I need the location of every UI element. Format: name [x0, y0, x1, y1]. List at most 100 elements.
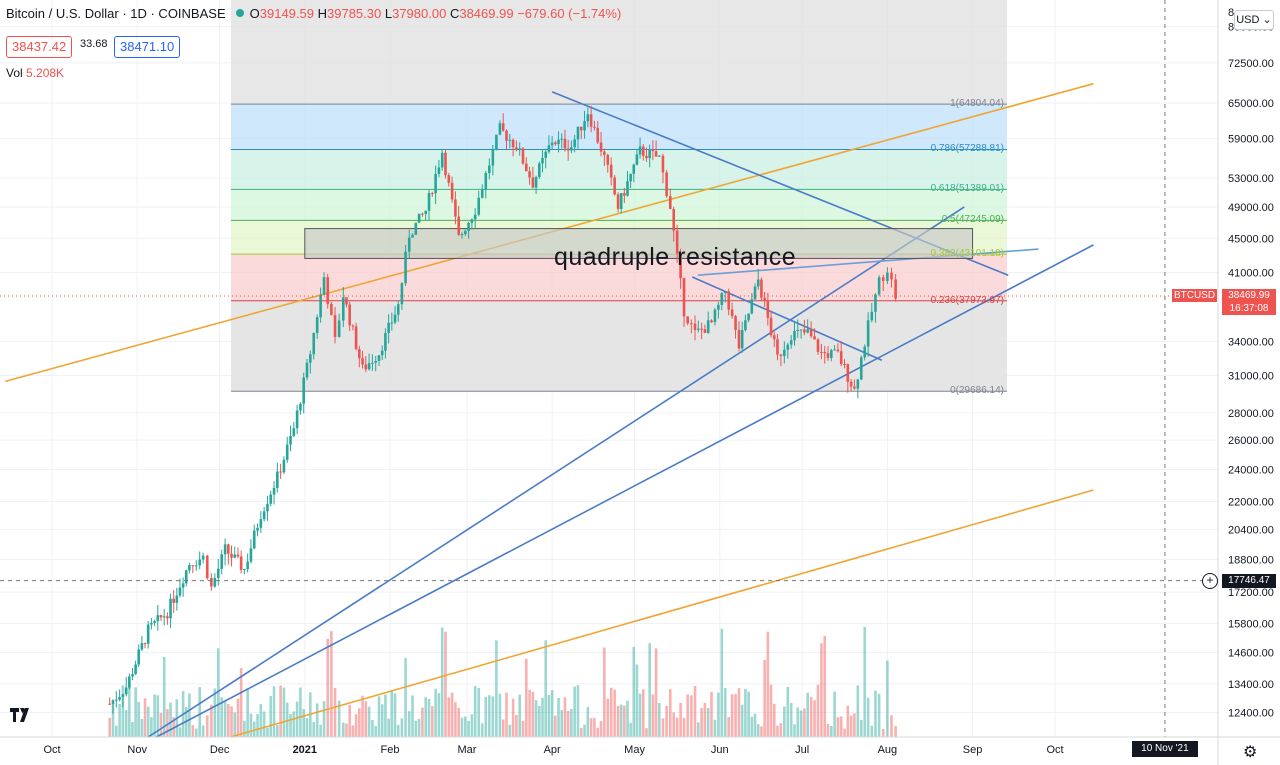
volume-bar	[299, 687, 302, 737]
candle-body	[760, 279, 763, 298]
candle-body	[252, 530, 256, 549]
volume-bar	[256, 714, 259, 737]
candle-body	[833, 349, 836, 351]
candle-body	[124, 687, 128, 695]
volume-bar	[703, 702, 707, 737]
volume-bar	[833, 691, 836, 737]
volume-bar	[501, 719, 505, 737]
candle-body	[645, 155, 648, 159]
volume-bar	[230, 706, 233, 737]
volume-bar	[480, 723, 484, 737]
candle-body	[457, 216, 460, 235]
candle-body	[756, 279, 760, 287]
candle-body	[518, 148, 522, 151]
volume-bar	[826, 724, 830, 737]
volume-bar	[668, 689, 672, 737]
volume-bar	[233, 712, 237, 737]
volume-bar	[374, 725, 378, 737]
candle-body	[534, 176, 538, 188]
volume-bar	[292, 711, 296, 737]
candle-body	[364, 364, 368, 370]
volume-bar	[713, 719, 717, 737]
volume-histogram	[108, 626, 897, 737]
tradingview-logo-icon[interactable]	[10, 708, 34, 724]
volume-bar	[665, 706, 668, 737]
candle-body	[390, 322, 394, 324]
volume-bar	[870, 725, 874, 737]
fib-level-label: 0.382(43101.18)	[930, 248, 1004, 260]
sell-button[interactable]: 38437.42	[6, 36, 73, 58]
plus-circle-icon[interactable]: +	[1202, 572, 1218, 589]
candle-body	[450, 182, 454, 200]
y-tick-label: 31000.00	[1228, 370, 1274, 382]
volume-bar	[609, 687, 613, 737]
volume-bar	[302, 709, 306, 737]
volume-bar	[246, 688, 249, 737]
volume-bar	[111, 702, 115, 737]
candle-body	[315, 317, 319, 334]
candle-body	[140, 643, 144, 650]
volume-bar	[348, 705, 351, 737]
candle-body	[747, 313, 750, 321]
volume-bar	[115, 725, 118, 737]
candle-body	[734, 316, 737, 330]
volume-bar	[390, 689, 394, 737]
volume-bar	[289, 713, 292, 737]
candle-body	[603, 151, 606, 155]
candle-body	[198, 559, 202, 566]
fib-zone-extension	[231, 0, 1007, 105]
volume-bar	[616, 705, 620, 737]
candle-body	[178, 587, 182, 596]
crosshair-date-tag: 10 Nov '21	[1131, 741, 1198, 757]
volume-bar	[243, 720, 246, 737]
fib-zone	[231, 149, 1007, 190]
candle-body	[134, 664, 137, 675]
candle-body	[693, 323, 697, 330]
candle-body	[272, 488, 276, 495]
candle-body	[638, 146, 642, 155]
volume-bar	[285, 702, 289, 737]
candle-body	[820, 351, 823, 353]
symbol-title[interactable]: Bitcoin / U.S. Dollar · 1D · COINBASE	[6, 6, 226, 21]
candle-body	[354, 326, 358, 350]
candle-body	[550, 142, 554, 146]
volume-bar	[538, 706, 541, 737]
change-value: −679.60 (−1.74%)	[517, 6, 622, 21]
volume-bar	[541, 697, 544, 737]
currency-select[interactable]: USD ⌄	[1234, 10, 1274, 30]
candle-body	[230, 553, 233, 558]
candle-body	[750, 299, 754, 314]
volume-bar	[473, 686, 477, 737]
volume-bar	[756, 724, 760, 737]
candle-body	[437, 167, 441, 175]
candle-body	[803, 329, 806, 333]
candle-body	[233, 554, 237, 558]
volume-bar	[515, 715, 518, 737]
volume-bar	[563, 697, 567, 737]
text-annotation[interactable]: quadruple resistance	[554, 243, 797, 271]
volume-bar	[484, 696, 488, 737]
candle-body	[635, 154, 639, 165]
candle-body	[121, 694, 125, 697]
gear-icon[interactable]: ⚙	[1243, 744, 1258, 761]
candle-body	[431, 193, 434, 195]
y-tick-label: 41000.00	[1228, 268, 1274, 280]
volume-bar	[651, 694, 655, 737]
candle-body	[153, 621, 156, 623]
candle-body	[668, 196, 672, 210]
volume-bar	[874, 690, 877, 737]
volume-bar	[252, 721, 256, 737]
candle-body	[341, 297, 345, 321]
trendlines[interactable]	[5, 82, 1094, 738]
candle-body	[216, 568, 220, 578]
candle-body	[236, 554, 240, 557]
volume-bar	[890, 715, 893, 737]
volume-bar	[518, 694, 522, 737]
buy-button[interactable]: 38471.10	[114, 36, 181, 58]
candle-body	[467, 222, 470, 231]
volume-bar	[407, 711, 411, 737]
candle-body	[285, 444, 289, 460]
volume-bar	[534, 700, 538, 737]
fib-level-label: 0.786(57288.81)	[930, 143, 1004, 155]
